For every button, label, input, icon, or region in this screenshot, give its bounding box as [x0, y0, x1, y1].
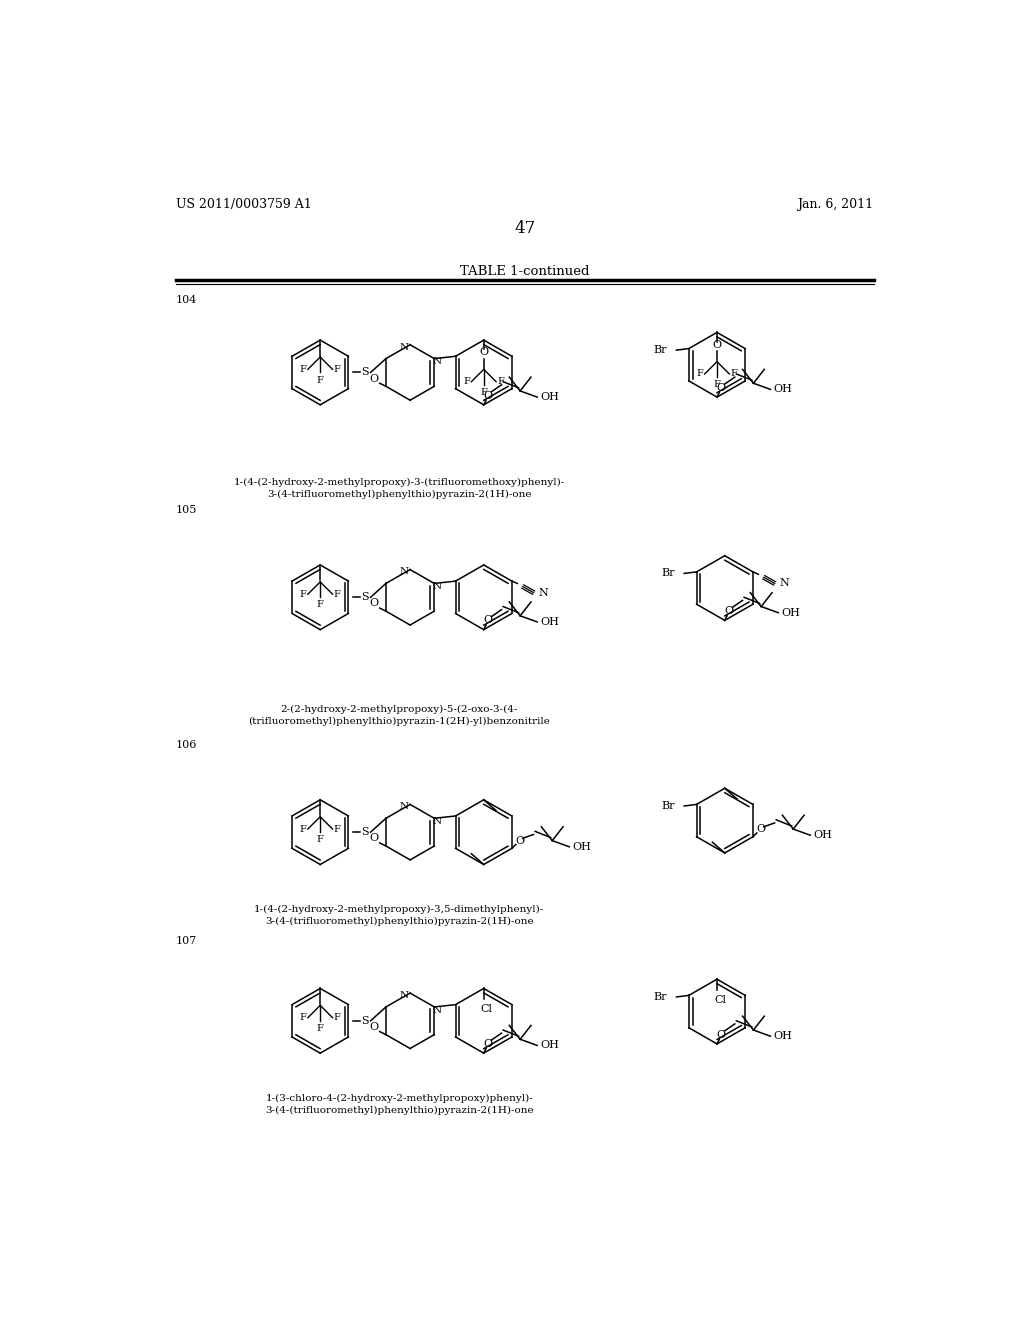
Text: Jan. 6, 2011: Jan. 6, 2011 [798, 198, 873, 211]
Text: 1-(3-chloro-4-(2-hydroxy-2-methylpropoxy)phenyl)-: 1-(3-chloro-4-(2-hydroxy-2-methylpropoxy… [265, 1094, 534, 1104]
Text: 2-(2-hydroxy-2-methylpropoxy)-5-(2-oxo-3-(4-: 2-(2-hydroxy-2-methylpropoxy)-5-(2-oxo-3… [281, 705, 518, 714]
Text: 106: 106 [176, 739, 198, 750]
Text: OH: OH [773, 384, 793, 395]
Text: (trifluoromethyl)phenylthio)pyrazin-1(2H)-yl)benzonitrile: (trifluoromethyl)phenylthio)pyrazin-1(2H… [248, 717, 550, 726]
Text: F: F [300, 364, 306, 374]
Text: N: N [399, 568, 409, 577]
Text: N: N [433, 358, 442, 366]
Text: F: F [730, 370, 737, 379]
Text: N: N [433, 817, 442, 826]
Text: F: F [714, 380, 721, 389]
Text: 1-(4-(2-hydroxy-2-methylpropoxy)-3-(trifluoromethoxy)phenyl)-: 1-(4-(2-hydroxy-2-methylpropoxy)-3-(trif… [233, 478, 565, 487]
Text: O: O [479, 347, 488, 358]
Text: N: N [433, 1006, 442, 1015]
Text: O: O [369, 833, 378, 843]
Text: F: F [300, 1014, 306, 1022]
Text: Cl: Cl [481, 1003, 493, 1014]
Text: F: F [300, 825, 306, 833]
Text: N: N [779, 578, 790, 589]
Text: O: O [483, 1039, 493, 1049]
Text: F: F [316, 601, 324, 610]
Text: F: F [334, 825, 341, 833]
Text: O: O [717, 383, 725, 393]
Text: 3-(4-trifluoromethyl)phenylthio)pyrazin-2(1H)-one: 3-(4-trifluoromethyl)phenylthio)pyrazin-… [267, 490, 531, 499]
Text: O: O [717, 1030, 725, 1040]
Text: S: S [361, 593, 369, 602]
Text: US 2011/0003759 A1: US 2011/0003759 A1 [176, 198, 311, 211]
Text: F: F [463, 378, 470, 387]
Text: Br: Br [653, 345, 667, 355]
Text: OH: OH [541, 616, 559, 627]
Text: Br: Br [653, 991, 667, 1002]
Text: F: F [316, 1024, 324, 1032]
Text: N: N [399, 991, 409, 999]
Text: OH: OH [773, 1031, 793, 1041]
Text: 107: 107 [176, 936, 198, 946]
Text: S: S [361, 828, 369, 837]
Text: Br: Br [662, 801, 675, 810]
Text: N: N [433, 582, 442, 591]
Text: O: O [483, 615, 493, 626]
Text: N: N [539, 587, 548, 598]
Text: O: O [713, 339, 722, 350]
Text: N: N [399, 803, 409, 812]
Text: 105: 105 [176, 506, 198, 515]
Text: O: O [483, 391, 493, 400]
Text: F: F [334, 1014, 341, 1022]
Text: 3-(4-(trifluoromethyl)phenylthio)pyrazin-2(1H)-one: 3-(4-(trifluoromethyl)phenylthio)pyrazin… [265, 1106, 534, 1114]
Text: 3-(4-(trifluoromethyl)phenylthio)pyrazin-2(1H)-one: 3-(4-(trifluoromethyl)phenylthio)pyrazin… [265, 917, 534, 925]
Text: F: F [334, 364, 341, 374]
Text: Br: Br [662, 569, 675, 578]
Text: OH: OH [781, 607, 800, 618]
Text: N: N [399, 343, 409, 351]
Text: F: F [480, 388, 487, 397]
Text: S: S [361, 367, 369, 378]
Text: O: O [515, 836, 524, 846]
Text: 104: 104 [176, 296, 198, 305]
Text: 47: 47 [514, 220, 536, 238]
Text: F: F [300, 590, 306, 599]
Text: OH: OH [541, 1040, 559, 1051]
Text: OH: OH [541, 392, 559, 403]
Text: O: O [756, 824, 765, 834]
Text: F: F [498, 378, 504, 387]
Text: O: O [724, 606, 733, 616]
Text: O: O [369, 1022, 378, 1032]
Text: Cl: Cl [714, 995, 726, 1005]
Text: F: F [316, 836, 324, 845]
Text: F: F [316, 376, 324, 384]
Text: F: F [334, 590, 341, 599]
Text: S: S [361, 1016, 369, 1026]
Text: O: O [369, 374, 378, 384]
Text: OH: OH [572, 842, 591, 851]
Text: 1-(4-(2-hydroxy-2-methylpropoxy)-3,5-dimethylphenyl)-: 1-(4-(2-hydroxy-2-methylpropoxy)-3,5-dim… [254, 906, 545, 915]
Text: OH: OH [813, 830, 833, 841]
Text: O: O [369, 598, 378, 609]
Text: TABLE 1-continued: TABLE 1-continued [460, 264, 590, 277]
Text: F: F [696, 370, 703, 379]
